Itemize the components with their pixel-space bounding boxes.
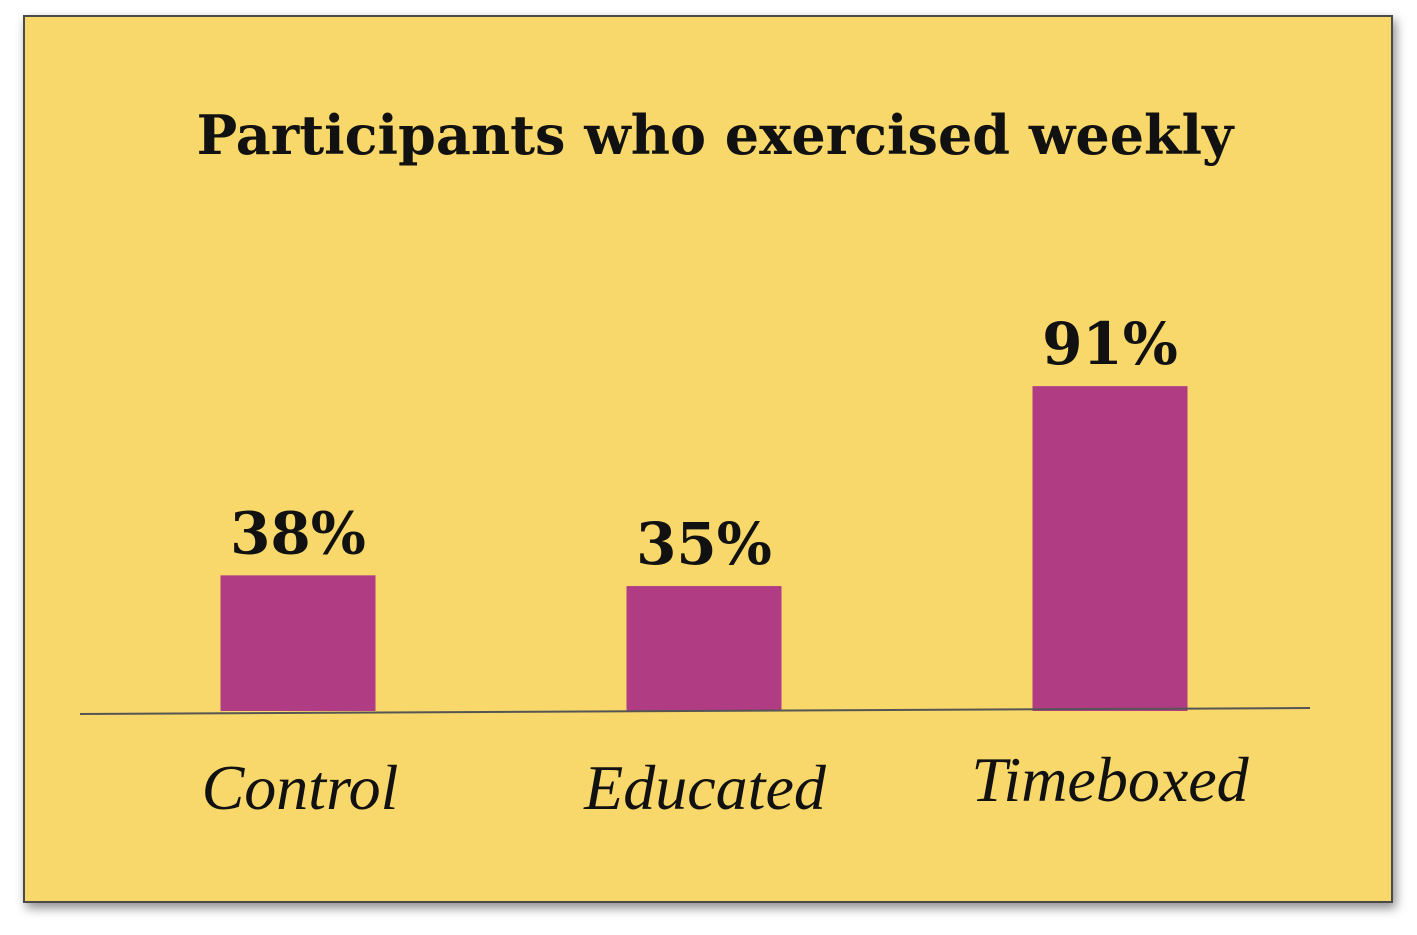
value-label-timeboxed: 91% (1042, 310, 1178, 378)
bar-timeboxed (1032, 386, 1188, 711)
category-label-control: Control (202, 752, 399, 823)
bar-chart: Participants who exercised weekly 38% 35%… (25, 17, 1391, 901)
category-label-educated: Educated (583, 752, 827, 823)
bar-educated (626, 586, 782, 711)
value-label-educated: 35% (636, 510, 772, 578)
x-axis-line (79, 707, 1311, 715)
bar-control (220, 575, 376, 711)
chart-card: Participants who exercised weekly 38% 35%… (23, 15, 1393, 903)
category-label-timeboxed: Timeboxed (971, 744, 1249, 815)
bar-group: 38% 35% 91% (220, 310, 1188, 711)
value-label-control: 38% (230, 499, 366, 567)
chart-title: Participants who exercised weekly (197, 103, 1235, 167)
